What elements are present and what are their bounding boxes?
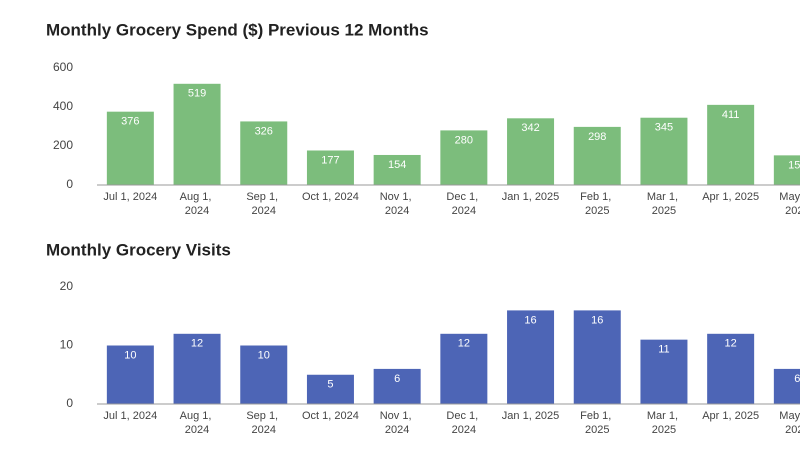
bar xyxy=(707,333,755,404)
bar xyxy=(507,118,555,185)
x-tick-label: Oct 1, 2024 xyxy=(302,410,359,422)
bar xyxy=(773,155,800,185)
x-tick-label: Apr 1, 2025 xyxy=(702,410,759,422)
x-tick-label: Aug 1, 2024 xyxy=(180,191,215,217)
y-tick-label: 0 xyxy=(66,396,73,410)
bar xyxy=(573,126,621,185)
bar xyxy=(106,345,154,404)
x-tick-label: Apr 1, 2025 xyxy=(702,191,759,203)
x-tick-label: Jan 1, 2025 xyxy=(502,410,560,422)
value-label: 12 xyxy=(725,338,737,350)
bar xyxy=(773,368,800,404)
bar xyxy=(440,130,488,185)
value-label: 6 xyxy=(794,373,800,385)
value-label: 5 xyxy=(327,379,333,391)
bar xyxy=(106,111,154,185)
x-tick-label: Aug 1, 2024 xyxy=(180,410,215,436)
x-tick-label: Feb 1, 2025 xyxy=(580,191,614,217)
value-label: 16 xyxy=(591,314,603,326)
value-label: 280 xyxy=(455,134,473,146)
bar xyxy=(573,310,621,404)
x-tick-label: Nov 1, 2024 xyxy=(380,191,415,217)
y-tick-label: 600 xyxy=(53,60,73,74)
y-tick-label: 400 xyxy=(53,99,73,113)
x-tick-label: Mar 1, 2025 xyxy=(647,410,681,436)
x-tick-label: Sep 1, 2024 xyxy=(246,410,281,436)
value-label: 10 xyxy=(124,349,136,361)
value-label: 298 xyxy=(588,131,606,143)
bar xyxy=(306,150,354,185)
bar xyxy=(640,339,688,404)
bar xyxy=(240,345,288,404)
bar xyxy=(173,83,221,185)
x-tick-label: Jan 1, 2025 xyxy=(502,191,560,203)
value-label: 16 xyxy=(524,314,536,326)
value-label: 12 xyxy=(191,338,203,350)
chart-title: Monthly Grocery Spend ($) Previous 12 Mo… xyxy=(46,20,429,39)
x-tick-label: Dec 1, 2024 xyxy=(446,191,481,217)
y-tick-label: 0 xyxy=(66,177,73,191)
value-label: 152 xyxy=(788,159,800,171)
x-tick-label: Jul 1, 2024 xyxy=(103,410,157,422)
value-label: 10 xyxy=(258,349,270,361)
value-label: 342 xyxy=(521,122,539,134)
chart-title: Monthly Grocery Visits xyxy=(46,240,231,259)
value-label: 345 xyxy=(655,122,673,134)
bar xyxy=(707,104,755,185)
value-label: 411 xyxy=(722,109,740,121)
value-label: 154 xyxy=(388,159,406,171)
x-tick-label: May 1, 2025 xyxy=(779,410,800,436)
value-label: 376 xyxy=(121,116,139,128)
x-tick-label: Dec 1, 2024 xyxy=(446,410,481,436)
bar xyxy=(440,333,488,404)
bar xyxy=(373,154,421,185)
x-tick-label: Oct 1, 2024 xyxy=(302,191,359,203)
bar xyxy=(306,374,354,404)
bar xyxy=(640,117,688,185)
x-tick-label: May 1, 2025 xyxy=(779,191,800,217)
value-label: 11 xyxy=(658,344,669,356)
y-tick-label: 20 xyxy=(60,279,74,293)
x-tick-label: Feb 1, 2025 xyxy=(580,410,614,436)
x-tick-label: Jul 1, 2024 xyxy=(103,191,157,203)
bar xyxy=(240,121,288,185)
x-tick-label: Mar 1, 2025 xyxy=(647,191,681,217)
value-label: 326 xyxy=(255,125,273,137)
bar xyxy=(507,310,555,404)
value-label: 6 xyxy=(394,373,400,385)
value-label: 12 xyxy=(458,338,470,350)
x-tick-label: Nov 1, 2024 xyxy=(380,410,415,436)
y-tick-label: 10 xyxy=(60,338,74,352)
bar xyxy=(173,333,221,404)
value-label: 177 xyxy=(321,154,339,166)
x-tick-label: Sep 1, 2024 xyxy=(246,191,281,217)
bar xyxy=(373,368,421,404)
y-tick-label: 200 xyxy=(53,138,73,152)
value-label: 519 xyxy=(188,88,206,100)
